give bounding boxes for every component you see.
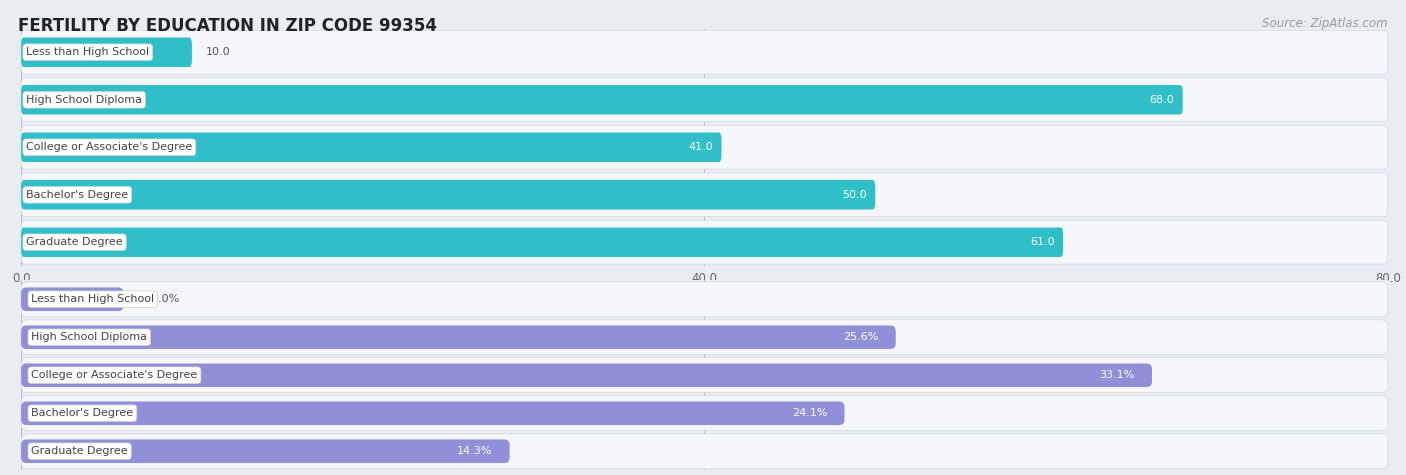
Text: Less than High School: Less than High School: [27, 47, 149, 57]
Text: 25.6%: 25.6%: [844, 332, 879, 342]
Text: High School Diploma: High School Diploma: [27, 95, 142, 105]
FancyBboxPatch shape: [21, 325, 896, 349]
Text: 3.0%: 3.0%: [150, 294, 179, 304]
Text: 24.1%: 24.1%: [792, 408, 827, 418]
FancyBboxPatch shape: [21, 133, 721, 162]
FancyBboxPatch shape: [21, 78, 1388, 122]
Text: Graduate Degree: Graduate Degree: [27, 237, 122, 247]
Text: 50.0: 50.0: [842, 190, 866, 200]
FancyBboxPatch shape: [21, 287, 124, 311]
Text: College or Associate's Degree: College or Associate's Degree: [27, 142, 193, 152]
Text: FERTILITY BY EDUCATION IN ZIP CODE 99354: FERTILITY BY EDUCATION IN ZIP CODE 99354: [18, 17, 437, 35]
Text: 10.0: 10.0: [205, 47, 231, 57]
FancyBboxPatch shape: [21, 220, 1388, 264]
Text: Bachelor's Degree: Bachelor's Degree: [31, 408, 134, 418]
Text: 33.1%: 33.1%: [1099, 370, 1135, 380]
FancyBboxPatch shape: [21, 125, 1388, 169]
Text: Graduate Degree: Graduate Degree: [31, 446, 128, 456]
FancyBboxPatch shape: [21, 396, 1388, 431]
FancyBboxPatch shape: [21, 282, 1388, 317]
FancyBboxPatch shape: [21, 228, 1063, 257]
FancyBboxPatch shape: [21, 173, 1388, 217]
FancyBboxPatch shape: [21, 358, 1388, 393]
Text: Source: ZipAtlas.com: Source: ZipAtlas.com: [1263, 17, 1388, 29]
FancyBboxPatch shape: [21, 401, 845, 425]
Text: College or Associate's Degree: College or Associate's Degree: [31, 370, 198, 380]
Text: Bachelor's Degree: Bachelor's Degree: [27, 190, 128, 200]
Text: 41.0: 41.0: [688, 142, 713, 152]
FancyBboxPatch shape: [21, 85, 1182, 114]
FancyBboxPatch shape: [21, 363, 1152, 387]
FancyBboxPatch shape: [21, 30, 1388, 74]
Text: 68.0: 68.0: [1150, 95, 1174, 105]
FancyBboxPatch shape: [21, 434, 1388, 469]
Text: 61.0: 61.0: [1031, 237, 1054, 247]
Text: 14.3%: 14.3%: [457, 446, 492, 456]
Text: Less than High School: Less than High School: [31, 294, 155, 304]
FancyBboxPatch shape: [21, 439, 509, 463]
Text: High School Diploma: High School Diploma: [31, 332, 148, 342]
FancyBboxPatch shape: [21, 38, 191, 67]
FancyBboxPatch shape: [21, 320, 1388, 355]
FancyBboxPatch shape: [21, 180, 876, 209]
